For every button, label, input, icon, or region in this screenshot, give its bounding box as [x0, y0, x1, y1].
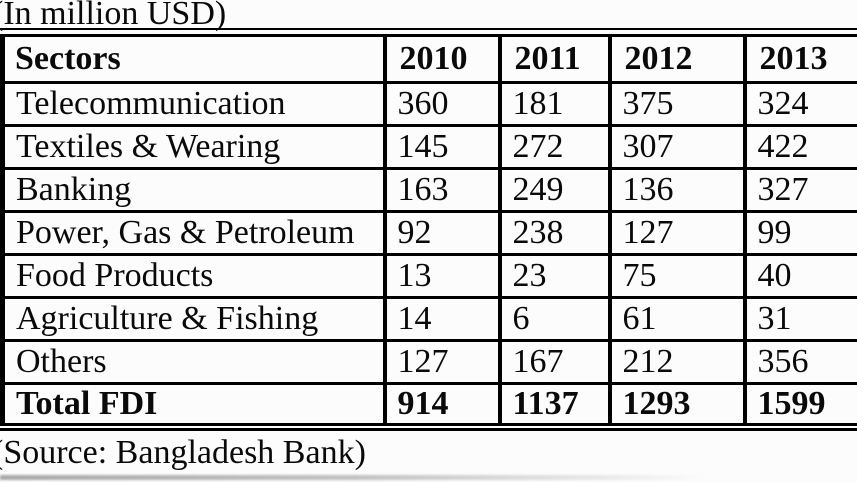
value-cell: 6: [499, 297, 612, 342]
value-cell: 127: [609, 211, 747, 256]
value-cell: 356: [744, 340, 857, 385]
table-top-border-line: [0, 28, 857, 30]
sector-cell: Banking: [2, 168, 387, 213]
col-header-2010: 2010: [384, 35, 502, 84]
total-value-cell: 1599: [744, 383, 857, 426]
value-cell: 23: [499, 254, 612, 299]
total-label-cell: Total FDI: [2, 383, 387, 426]
col-header-sectors: Sectors: [2, 35, 387, 84]
table-row: Banking 163 249 136 327: [2, 168, 857, 213]
scan-artifact-smudge: [0, 475, 705, 480]
value-cell: 375: [609, 82, 747, 127]
value-cell: 327: [744, 168, 857, 213]
sector-cell: Telecommunication: [2, 82, 387, 127]
table-row: Telecommunication 360 181 375 324: [2, 82, 857, 127]
value-cell: 360: [384, 82, 502, 127]
value-cell: 40: [744, 254, 857, 299]
value-cell: 422: [744, 125, 857, 170]
sector-cell: Power, Gas & Petroleum: [2, 211, 387, 256]
total-value-cell: 1293: [609, 383, 747, 426]
unit-caption: (In million USD): [0, 0, 227, 32]
col-header-2013: 2013: [744, 35, 857, 84]
col-header-2011: 2011: [499, 35, 612, 84]
source-caption: (Source: Bangladesh Bank): [0, 434, 366, 471]
value-cell: 75: [609, 254, 747, 299]
header-row: Sectors 2010 2011 2012 2013: [2, 35, 857, 84]
value-cell: 163: [384, 168, 502, 213]
value-cell: 31: [744, 297, 857, 342]
sector-cell: Others: [2, 340, 387, 385]
value-cell: 238: [499, 211, 612, 256]
value-cell: 181: [499, 82, 612, 127]
value-cell: 61: [609, 297, 747, 342]
total-row: Total FDI 914 1137 1293 1599: [2, 383, 857, 426]
sector-cell: Textiles & Wearing: [2, 125, 387, 170]
value-cell: 92: [384, 211, 502, 256]
sector-cell: Agriculture & Fishing: [2, 297, 387, 342]
table-row: Textiles & Wearing 145 272 307 422: [2, 125, 857, 170]
table-bottom-border-line: [0, 428, 857, 431]
value-cell: 13: [384, 254, 502, 299]
value-cell: 167: [499, 340, 612, 385]
table-row: Others 127 167 212 356: [2, 340, 857, 385]
value-cell: 324: [744, 82, 857, 127]
sector-cell: Food Products: [2, 254, 387, 299]
value-cell: 212: [609, 340, 747, 385]
value-cell: 307: [609, 125, 747, 170]
value-cell: 136: [609, 168, 747, 213]
col-header-2012: 2012: [609, 35, 747, 84]
table-row: Agriculture & Fishing 14 6 61 31: [2, 297, 857, 342]
value-cell: 14: [384, 297, 502, 342]
table-row: Food Products 13 23 75 40: [2, 254, 857, 299]
fdi-by-sector-table: Sectors 2010 2011 2012 2013 Telecommunic…: [0, 34, 857, 426]
total-value-cell: 1137: [499, 383, 612, 426]
value-cell: 249: [499, 168, 612, 213]
total-value-cell: 914: [384, 383, 502, 426]
table-row: Power, Gas & Petroleum 92 238 127 99: [2, 211, 857, 256]
value-cell: 272: [499, 125, 612, 170]
value-cell: 145: [384, 125, 502, 170]
value-cell: 127: [384, 340, 502, 385]
value-cell: 99: [744, 211, 857, 256]
